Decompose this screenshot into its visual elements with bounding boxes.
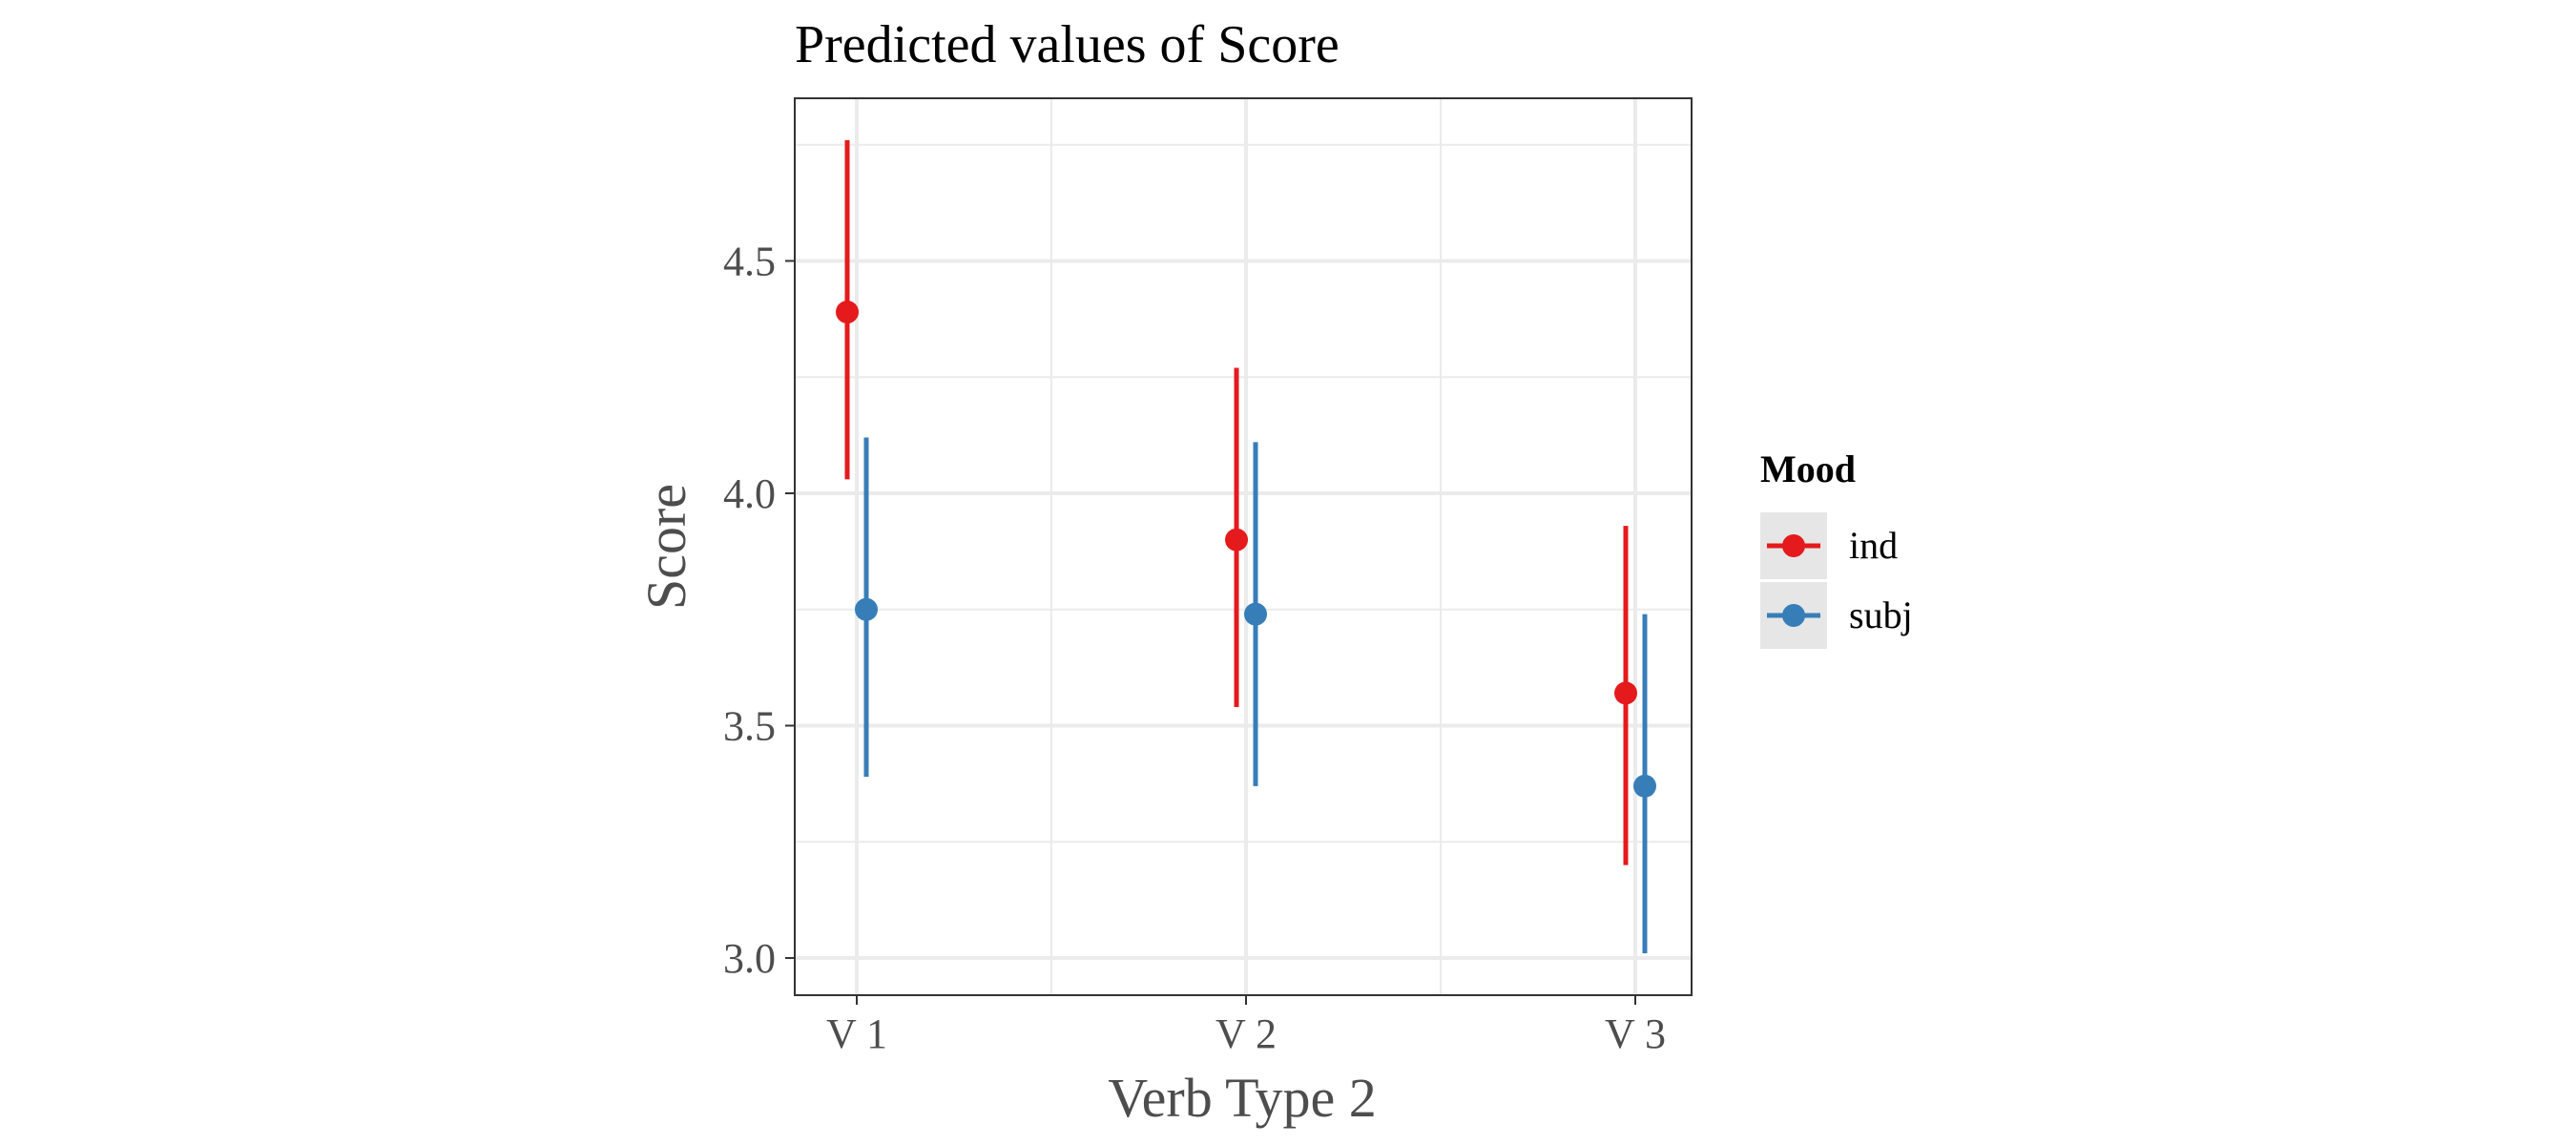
point-subj — [855, 597, 878, 621]
x-tick-label: V 1 — [826, 1010, 887, 1057]
y-tick-label: 4.5 — [723, 238, 776, 284]
legend-label-ind: ind — [1849, 524, 1898, 567]
point-ind — [1614, 681, 1637, 705]
x-tick-label: V 3 — [1605, 1010, 1666, 1057]
y-tick-label: 3.0 — [723, 935, 776, 982]
point-subj — [1633, 774, 1656, 798]
point-ind — [1225, 528, 1248, 552]
legend-label-subj: subj — [1849, 593, 1913, 636]
y-tick-label: 4.0 — [723, 470, 776, 517]
legend: Mood ind subj — [1760, 448, 1913, 649]
point-ind — [836, 301, 859, 324]
y-axis-title: Score — [635, 484, 697, 610]
chart-title: Predicted values of Score — [795, 15, 1340, 74]
x-axis: V 1 V 2 V 3 — [826, 995, 1666, 1057]
data-marks — [836, 139, 1656, 954]
x-tick-label: V 2 — [1215, 1010, 1277, 1057]
y-axis: 3.0 3.5 4.0 4.5 — [723, 238, 795, 982]
y-tick-label: 3.5 — [723, 703, 776, 750]
legend-point-subj — [1782, 604, 1805, 627]
x-axis-title: Verb Type 2 — [1108, 1067, 1377, 1129]
legend-title: Mood — [1760, 448, 1856, 490]
legend-point-ind — [1782, 534, 1805, 557]
grid — [795, 98, 1692, 995]
point-subj — [1244, 602, 1267, 626]
plot-panel — [794, 97, 1693, 996]
